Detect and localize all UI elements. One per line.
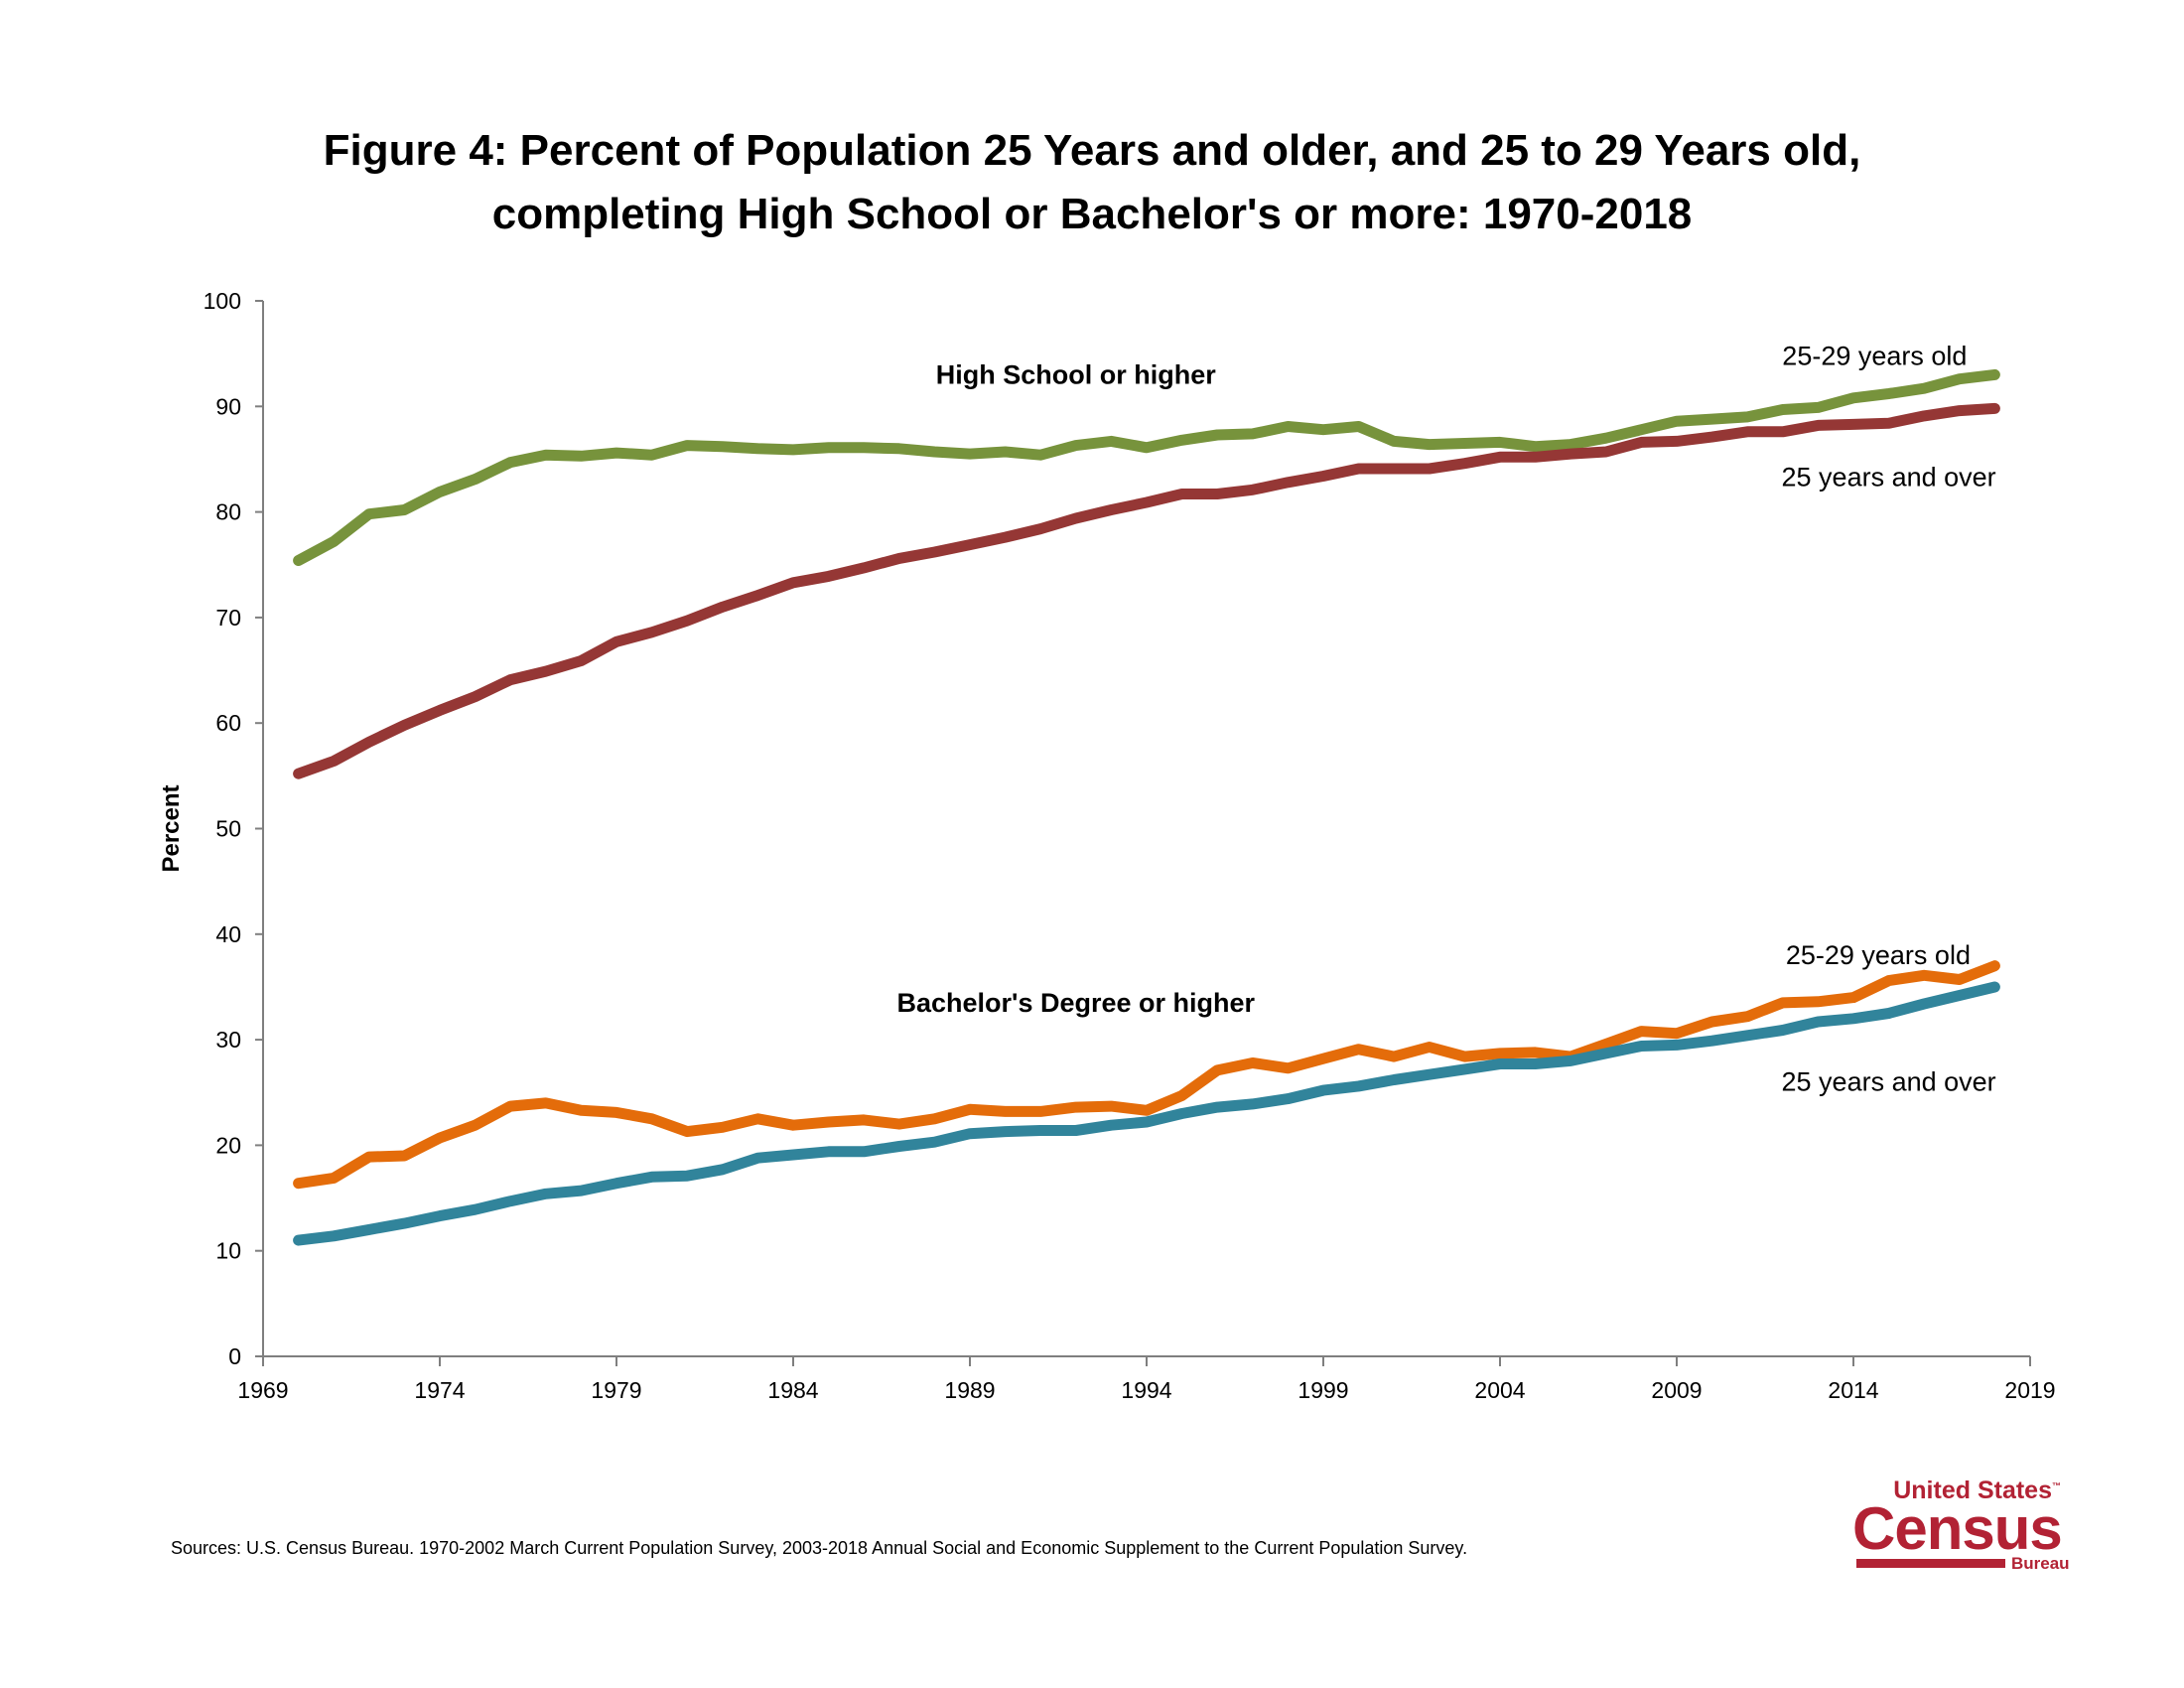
series-line-2: [293, 402, 2000, 779]
annotations: High School or higher 25-29 years old 25 y…: [897, 341, 1996, 1096]
series-line-4: [293, 981, 2000, 1246]
annotation-label-4: Bachelor's Degree or higher: [897, 988, 1256, 1018]
series-line-3: [293, 960, 2000, 1190]
x-tick-label: 1994: [1121, 1377, 1171, 1403]
x-tick-label: 1999: [1297, 1377, 1348, 1403]
y-tick-label: 70: [215, 605, 241, 631]
series-line-1: [293, 368, 2000, 566]
y-tick-label: 50: [215, 816, 241, 842]
logo-line-1: United States™: [1893, 1477, 2061, 1504]
x-tick-label: 1969: [237, 1377, 288, 1403]
annotation-label-5: 25-29 years old: [1786, 940, 1971, 970]
y-tick-label: 40: [215, 921, 241, 947]
x-tick-label: 2004: [1474, 1377, 1525, 1403]
census-logo: United States™ Census Bureau: [1844, 1477, 2083, 1576]
chart-title: Figure 4: Percent of Population 25 Years…: [0, 119, 2184, 246]
annotation-label-1: High School or higher: [936, 359, 1216, 389]
y-tick-label: 80: [215, 499, 241, 525]
annotation-label-2: 25-29 years old: [1782, 341, 1967, 370]
x-tick-label: 1984: [767, 1377, 818, 1403]
chart-title-line-2: completing High School or Bachelor's or …: [491, 190, 1693, 238]
y-tick-label: 20: [215, 1132, 241, 1158]
y-tick-label: 30: [215, 1027, 241, 1053]
logo-bar: [1856, 1559, 2005, 1568]
annotation-label-3: 25 years and over: [1782, 463, 1996, 492]
x-tick-label: 1974: [414, 1377, 465, 1403]
x-tick-label: 2014: [1828, 1377, 1878, 1403]
y-tick-label: 10: [215, 1238, 241, 1264]
y-tick-label: 90: [215, 393, 241, 419]
logo-line-3: Bureau: [2011, 1554, 2070, 1573]
y-axis-label: Percent: [158, 784, 185, 872]
axes: 0 10 20 30 40 50 60 70 80 90 100 1969 1974 1979 1984 19…: [158, 288, 2056, 1403]
y-tick-label: 0: [228, 1343, 241, 1369]
sources-note: Sources: U.S. Census Bureau. 1970-2002 M…: [171, 1538, 1468, 1558]
x-tick-label: 2009: [1651, 1377, 1702, 1403]
x-tick-label: 1989: [944, 1377, 995, 1403]
annotation-label-6: 25 years and over: [1782, 1067, 1996, 1097]
chart-title-line-1: Figure 4: Percent of Population 25 Years…: [323, 126, 1861, 175]
y-tick-label: 100: [204, 288, 241, 314]
x-tick-label: 1979: [591, 1377, 641, 1403]
x-tick-label: 2019: [2004, 1377, 2055, 1403]
logo-line-2: Census: [1852, 1495, 2063, 1562]
series-lines: [293, 368, 2000, 1246]
y-tick-label: 60: [215, 710, 241, 736]
